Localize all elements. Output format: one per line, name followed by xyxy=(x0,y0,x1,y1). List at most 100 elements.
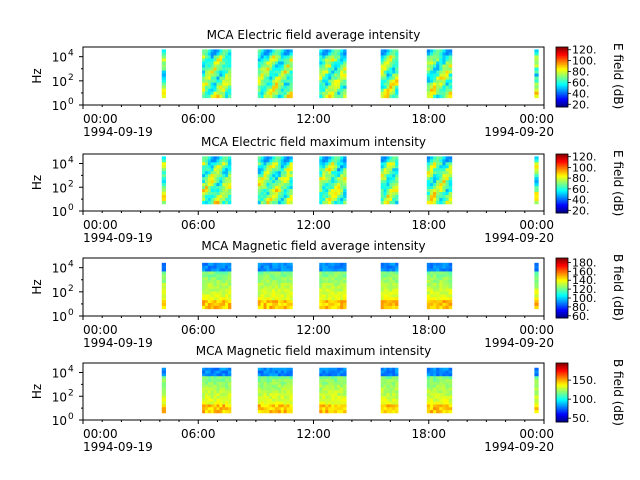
heatmap-segment xyxy=(426,156,453,205)
colorbar-tick-label: 60. xyxy=(572,76,590,89)
y-tick-label: 10 xyxy=(52,51,67,65)
colorbar-tick-label: 20. xyxy=(572,98,590,111)
y-tick-exponent: 2 xyxy=(68,73,74,83)
colorbar-tick-label: 120. xyxy=(572,283,597,296)
date-end-label: 1994-09-20 xyxy=(484,125,554,139)
heatmap-segment xyxy=(380,156,399,205)
colorbar-tick-label: 100. xyxy=(572,292,597,305)
heatmap-segment xyxy=(202,49,232,99)
panel-4: MCA Magnetic field maximum intensity 00:0… xyxy=(30,344,625,454)
colorbar-tick-label: 180. xyxy=(572,256,597,269)
heatmap-segment xyxy=(202,262,232,310)
y-tick-label: 10 xyxy=(52,158,67,172)
y-tick-label: 10 xyxy=(52,390,67,404)
y-axis-label: Hz xyxy=(30,175,44,190)
plot-frame xyxy=(82,46,545,106)
heatmap-segment xyxy=(319,156,347,205)
date-start-label: 1994-09-19 xyxy=(83,440,153,454)
panel-1: MCA Electric field average intensity 00:0… xyxy=(30,28,625,139)
heatmap-segment xyxy=(426,367,453,414)
x-tick-label: 00:00 xyxy=(519,218,554,232)
colorbar-frame xyxy=(555,46,569,108)
x-tick-label: 00:00 xyxy=(519,112,554,126)
colorbar-tick-label: 80. xyxy=(572,301,590,314)
colorbar-label: B field (dB) xyxy=(611,254,625,321)
heatmap-segment xyxy=(534,367,539,414)
x-tick-label: 18:00 xyxy=(411,427,446,441)
colorbar: 20.40.60.80.100.120. E field (dB) xyxy=(555,43,625,111)
heatmap-segment xyxy=(380,49,399,99)
y-axis-label: Hz xyxy=(30,384,44,399)
heatmap-segment xyxy=(319,49,347,99)
plot-frame xyxy=(82,153,545,212)
x-tick-label: 06:00 xyxy=(181,112,216,126)
y-tick-exponent: 4 xyxy=(68,260,74,270)
plot-frame xyxy=(82,362,545,421)
colorbar-tick-label: 120. xyxy=(572,44,597,57)
heatmap-segment xyxy=(534,262,539,310)
heatmap-segment xyxy=(534,49,539,99)
y-tick-label: 10 xyxy=(52,181,67,195)
colorbar-label: B field (dB) xyxy=(611,359,625,426)
date-start-label: 1994-09-19 xyxy=(83,125,153,139)
heatmap-segment xyxy=(380,367,399,414)
y-tick-label: 10 xyxy=(52,286,67,300)
x-tick-label: 18:00 xyxy=(411,323,446,337)
panel-title: MCA Electric field maximum intensity xyxy=(201,135,426,149)
x-tick-label: 12:00 xyxy=(296,218,331,232)
colorbar-tick-label: 150. xyxy=(572,374,597,387)
x-tick-label: 06:00 xyxy=(181,218,216,232)
y-tick-exponent: 0 xyxy=(68,308,74,318)
date-end-label: 1994-09-20 xyxy=(484,440,554,454)
colorbar-tick-label: 40. xyxy=(572,194,590,207)
x-tick-label: 00:00 xyxy=(83,112,118,126)
plot-frame xyxy=(82,257,545,317)
y-tick-label: 10 xyxy=(52,205,67,219)
x-tick-label: 06:00 xyxy=(181,323,216,337)
heatmap-segment xyxy=(380,262,399,310)
y-tick-label: 10 xyxy=(52,75,67,89)
y-tick-label: 10 xyxy=(52,262,67,276)
x-tick-label: 12:00 xyxy=(296,427,331,441)
y-tick-label: 10 xyxy=(52,310,67,324)
heatmap-segment xyxy=(426,262,453,310)
date-end-label: 1994-09-20 xyxy=(484,231,554,245)
y-axis-label: Hz xyxy=(30,68,44,83)
heatmap-segment xyxy=(319,367,347,414)
date-end-label: 1994-09-20 xyxy=(484,336,554,350)
x-tick-label: 18:00 xyxy=(411,112,446,126)
colorbar-tick-label: 60. xyxy=(572,310,590,323)
date-start-label: 1994-09-19 xyxy=(83,336,153,350)
heatmap-segment xyxy=(161,49,166,99)
date-start-label: 1994-09-19 xyxy=(83,231,153,245)
heatmap-segment xyxy=(161,156,166,205)
colorbar-frame xyxy=(555,153,569,214)
y-tick-label: 10 xyxy=(52,367,67,381)
x-tick-label: 00:00 xyxy=(519,427,554,441)
heatmap-segment xyxy=(257,49,293,99)
x-tick-label: 00:00 xyxy=(83,427,118,441)
y-tick-exponent: 0 xyxy=(68,203,74,213)
panel-title: MCA Magnetic field average intensity xyxy=(201,239,425,253)
colorbar: 60.80.100.120.140.160.180. B field (dB) xyxy=(555,254,625,323)
heatmap-segment xyxy=(534,156,539,205)
colorbar: 50. 100. 150. B field (dB) xyxy=(555,359,625,426)
y-tick-exponent: 4 xyxy=(68,49,74,59)
x-tick-label: 00:00 xyxy=(83,218,118,232)
heatmap-segment xyxy=(161,262,166,310)
x-tick-label: 00:00 xyxy=(519,323,554,337)
colorbar-tick-label: 100. xyxy=(572,55,597,68)
x-tick-label: 12:00 xyxy=(296,112,331,126)
colorbar-tick-label: 20. xyxy=(572,204,590,217)
x-tick-label: 00:00 xyxy=(83,323,118,337)
heatmap-segment xyxy=(257,367,293,414)
y-tick-exponent: 4 xyxy=(68,365,74,375)
colorbar-label: E field (dB) xyxy=(611,43,625,109)
colorbar-tick-label: 140. xyxy=(572,274,597,287)
colorbar: 20.40.60.80.100.120. E field (dB) xyxy=(555,150,625,217)
colorbar-frame xyxy=(555,257,569,319)
panel-3: MCA Magnetic field average intensity 00:0… xyxy=(30,239,625,350)
heatmap-segment xyxy=(202,156,232,205)
panel-title: MCA Magnetic field maximum intensity xyxy=(196,344,432,358)
